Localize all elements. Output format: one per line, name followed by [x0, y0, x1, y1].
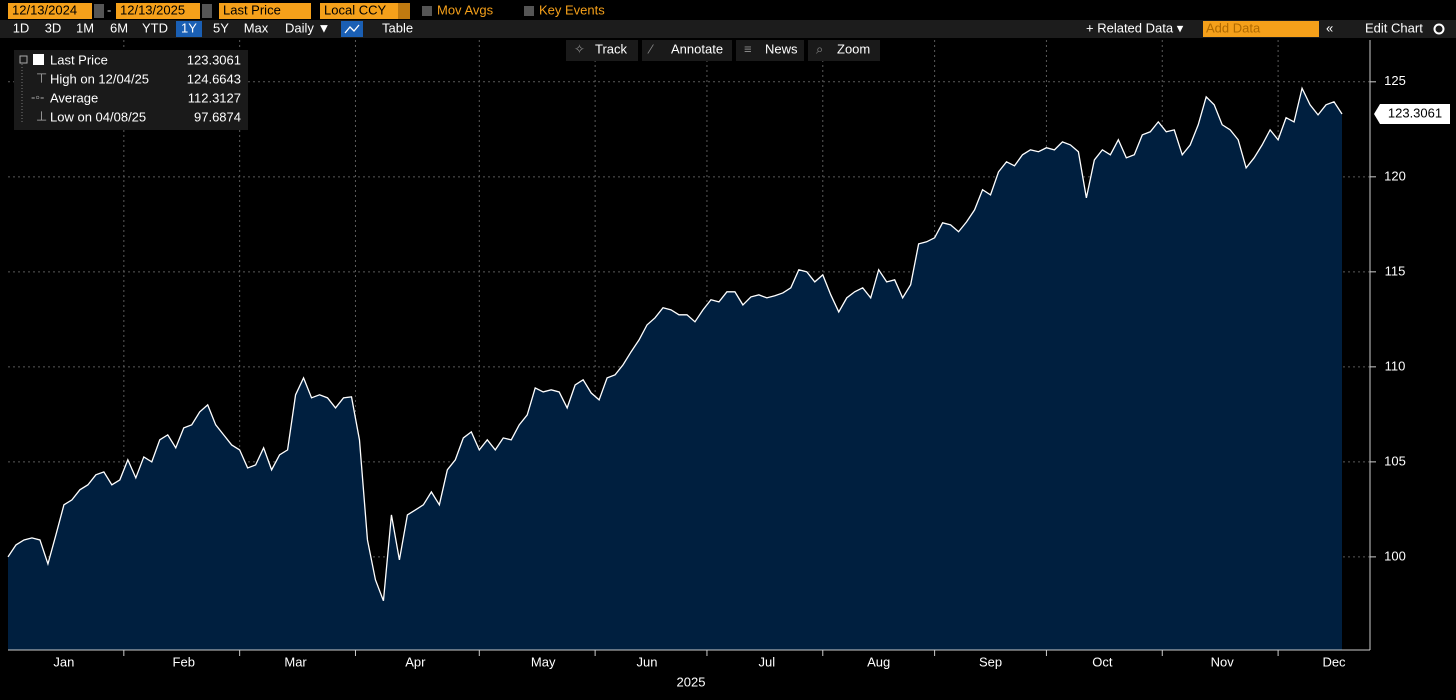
x-tick-label: Feb: [173, 654, 195, 669]
price-line: [7, 86, 1343, 602]
related-data[interactable]: + Related Data ▾: [1086, 20, 1184, 35]
period-button[interactable]: [176, 21, 202, 37]
dropdown-arrow[interactable]: [398, 3, 410, 19]
tool-icon[interactable]: ⁄: [647, 41, 654, 56]
period-buttons: 1D 3D 1M 6M YTD 1Y 5Y Max: [8, 20, 272, 37]
x-tick-label: Apr: [405, 654, 426, 669]
area-fill: [8, 88, 1342, 650]
tool-icon[interactable]: ✧: [574, 41, 585, 56]
currency[interactable]: Local CCY: [324, 2, 386, 17]
calendar-icon[interactable]: [94, 4, 104, 18]
period-button[interactable]: [8, 21, 34, 37]
field[interactable]: Last Price: [223, 2, 281, 17]
tool-label[interactable]: Zoom: [837, 41, 870, 56]
period-label[interactable]: 5Y: [213, 20, 229, 35]
chart-tools: ✧ Track ⁄ Annotate ≡ News ⌕ Zoom: [566, 40, 880, 61]
calendar-icon[interactable]: [202, 4, 212, 18]
x-tick-label: Jun: [637, 654, 658, 669]
y-tick-label: 125: [1384, 73, 1406, 88]
period-label[interactable]: 1M: [76, 20, 94, 35]
tool-label[interactable]: Track: [595, 41, 628, 56]
tool-button[interactable]: [808, 40, 880, 61]
plot: 123.3061: [7, 86, 1450, 650]
x-axis-label: 2025: [677, 674, 706, 689]
add-data-box[interactable]: [1203, 21, 1319, 37]
mov-avgs[interactable]: Mov Avgs: [437, 2, 494, 17]
x-tick-label: Dec: [1322, 654, 1346, 669]
high-icon: ⊤: [36, 70, 47, 85]
x-tick-label: Oct: [1092, 654, 1113, 669]
x-tick-label: May: [531, 654, 556, 669]
toolbar-row: [0, 20, 1456, 38]
tool-button[interactable]: [642, 40, 732, 61]
frequency[interactable]: Daily ▼: [285, 20, 330, 35]
y-tick-label: 115: [1385, 263, 1406, 278]
legend-last-label: Last Price: [50, 52, 108, 67]
currency-box[interactable]: [320, 3, 410, 19]
tool-label[interactable]: News: [765, 41, 798, 56]
period-label[interactable]: 6M: [110, 20, 128, 35]
edit-chart[interactable]: Edit Chart: [1365, 20, 1423, 35]
average-icon: -◦-: [31, 89, 44, 104]
y-tick-label: 100: [1384, 548, 1406, 563]
legend-high-value: 124.6643: [187, 71, 241, 86]
x-tick-label: Sep: [979, 654, 1002, 669]
legend-box: [14, 50, 248, 130]
period-button[interactable]: [104, 21, 134, 37]
period-button[interactable]: [208, 21, 234, 37]
y-tick-label: 110: [1385, 358, 1406, 373]
collapse-box[interactable]: [19, 55, 28, 64]
period-button[interactable]: [40, 21, 66, 37]
legend-low-value: 97.6874: [194, 109, 241, 124]
legend-low-label: Low on 04/08/25: [50, 109, 146, 124]
x-tick-label: Jul: [759, 654, 776, 669]
tool-button[interactable]: [736, 40, 804, 61]
collapse-icon[interactable]: «: [1326, 20, 1333, 35]
start-date-box[interactable]: [8, 3, 92, 19]
period-label[interactable]: 1Y: [181, 20, 197, 35]
y-tick-label: 105: [1384, 453, 1406, 468]
legend-high-label: High on 12/04/25: [50, 71, 149, 86]
x-tick-label: Aug: [867, 654, 890, 669]
period-label[interactable]: 1D: [13, 20, 30, 35]
key-events[interactable]: Key Events: [539, 2, 605, 17]
date-sep: -: [107, 2, 111, 17]
x-tick-label: Nov: [1211, 654, 1235, 669]
legend-average-label: Average: [50, 90, 98, 105]
period-label[interactable]: YTD: [142, 20, 168, 35]
tool-label[interactable]: Annotate: [671, 41, 723, 56]
checkbox[interactable]: [524, 6, 534, 16]
tool-button[interactable]: [566, 40, 638, 61]
last-price-label: 123.3061: [1388, 105, 1442, 120]
end-date[interactable]: 12/13/2025: [120, 2, 185, 17]
add-data[interactable]: Add Data: [1206, 20, 1261, 35]
legend-average-value: 112.3127: [188, 90, 241, 105]
period-label[interactable]: 3D: [45, 20, 62, 35]
period-label[interactable]: Max: [244, 20, 269, 35]
period-button[interactable]: [240, 21, 272, 37]
period-button[interactable]: [72, 21, 98, 37]
last-price-tag: [1374, 103, 1450, 124]
y-tick-label: 120: [1384, 168, 1406, 183]
legend-last-value: 123.3061: [187, 52, 241, 67]
legend-swatch: [33, 54, 44, 65]
chart-type-icon: [344, 24, 360, 34]
x-tick-label: Jan: [53, 654, 74, 669]
axes: 100 105 110 115 120 125 Jan Feb Mar Apr May Jun Jul A…: [53, 73, 1405, 669]
field-box[interactable]: [219, 3, 311, 19]
settings-icon[interactable]: [1433, 23, 1445, 35]
tool-icon[interactable]: ⌕: [816, 41, 823, 56]
start-date[interactable]: 12/13/2024: [12, 2, 77, 17]
low-icon: ⊥: [36, 108, 47, 123]
period-button[interactable]: [140, 21, 170, 37]
tool-icon[interactable]: ≡: [744, 41, 752, 56]
table-button[interactable]: Table: [382, 20, 413, 35]
checkbox[interactable]: [422, 6, 432, 16]
end-date-box[interactable]: [116, 3, 200, 19]
x-tick-label: Mar: [284, 654, 307, 669]
